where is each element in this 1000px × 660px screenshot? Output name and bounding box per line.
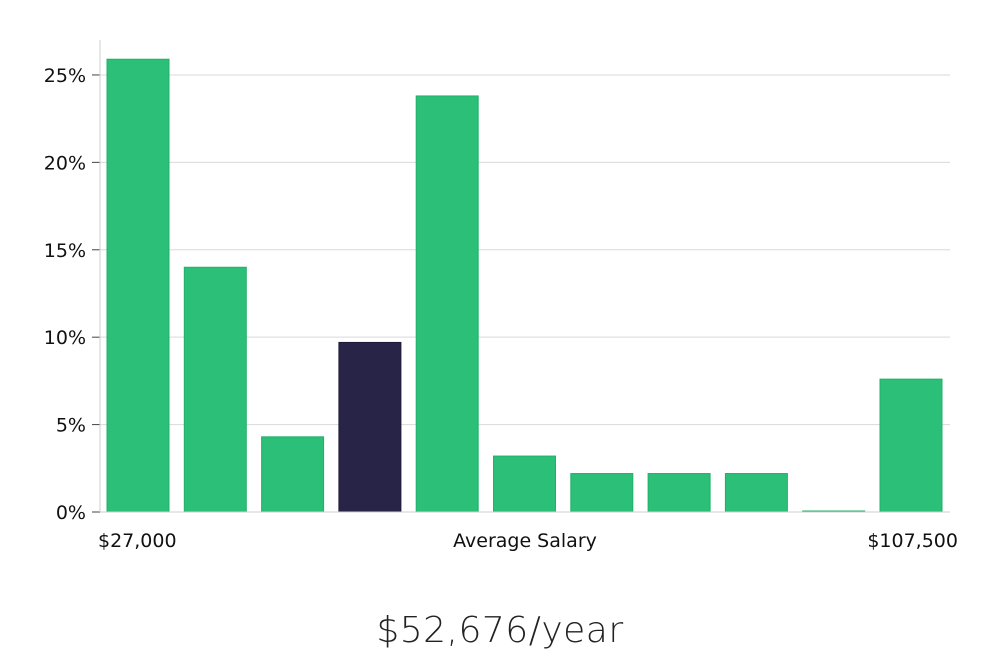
y-axis-ticks: 0% 5% 10% 15% 20% 25% (44, 65, 100, 524)
bar (493, 455, 556, 513)
bar (724, 473, 788, 513)
x-min-label: $27,000 (98, 530, 177, 552)
y-tick-label: 25% (44, 65, 86, 87)
y-tick-label: 20% (44, 152, 86, 174)
y-tick-label: 15% (44, 240, 86, 262)
bar (879, 378, 943, 513)
average-salary: $52,676/year (376, 610, 624, 651)
salary-distribution-chart: 0%5%10%15%20%25% $27,000 Average Salary … (44, 40, 958, 552)
y-tick-label: 0% (56, 502, 86, 524)
bar (415, 95, 479, 513)
bars (106, 58, 943, 513)
bar (647, 473, 711, 513)
bar (570, 473, 634, 513)
bar-highlighted (338, 341, 402, 513)
y-tick-label: 5% (56, 415, 86, 437)
bar (106, 58, 170, 513)
x-center-label: Average Salary (453, 530, 597, 552)
x-max-label: $107,500 (867, 530, 958, 552)
bar (183, 266, 247, 513)
bar (261, 436, 325, 513)
y-tick-label: 10% (44, 327, 86, 349)
